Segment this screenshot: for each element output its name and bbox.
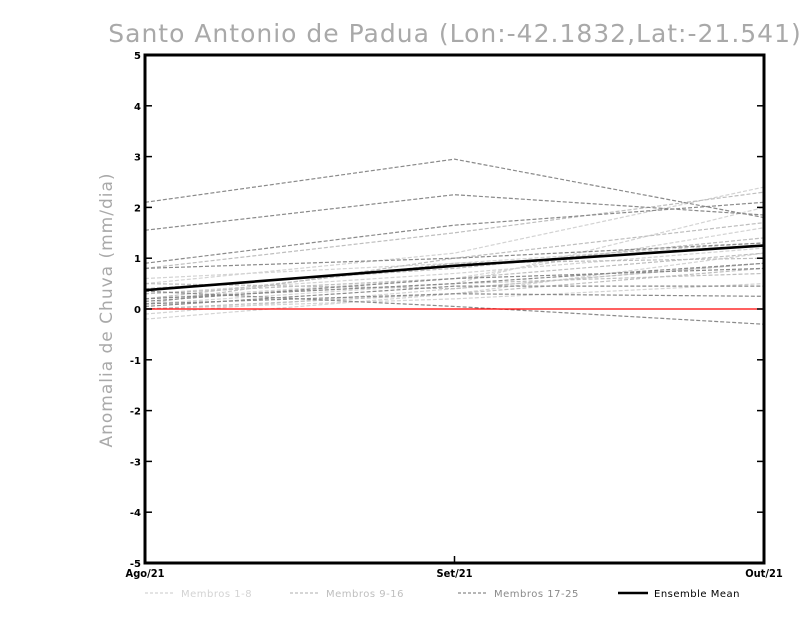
y-tick-label: -4 xyxy=(130,508,141,519)
series-line-member-20 xyxy=(144,242,765,269)
y-tick-label: 4 xyxy=(134,102,141,113)
y-tick-label: 1 xyxy=(134,254,141,265)
ensemble-mean-layer xyxy=(144,244,765,292)
series-line-member-1 xyxy=(144,252,765,320)
series-line-ensemble-mean xyxy=(144,244,765,292)
legend-entry-label: Membros 1-8 xyxy=(181,589,252,600)
series-line-member-18 xyxy=(144,194,765,231)
series-line-member-25 xyxy=(144,285,764,308)
legend-entry-label: Membros 9-16 xyxy=(326,589,404,600)
chart-title: Santo Antonio de Padua (Lon:-42.1832,Lat… xyxy=(108,19,800,48)
series-line-member-5 xyxy=(144,242,765,280)
y-tick-label: 0 xyxy=(134,305,141,316)
series-line-member-16 xyxy=(144,257,765,300)
series-line-member-9 xyxy=(144,191,765,269)
series-line-member-8 xyxy=(144,206,765,305)
y-tick-label: -2 xyxy=(130,407,141,418)
series-line-member-17 xyxy=(144,158,765,219)
series-line-member-19 xyxy=(144,201,765,264)
x-tick-label: Ago/21 xyxy=(126,567,165,580)
y-axis-label: Anomalia de Chuva (mm/dia) xyxy=(97,172,117,447)
series-layer xyxy=(144,158,765,325)
x-tick-label: Out/21 xyxy=(745,567,783,580)
y-axis-ticks: -5 -4 -3 -2 -1 0 1 2 3 4 5 xyxy=(130,51,764,570)
y-tick-label: -3 xyxy=(130,457,141,468)
y-tick-label: -5 xyxy=(130,559,141,570)
y-tick-label: 3 xyxy=(134,153,141,164)
series-line-member-24 xyxy=(144,267,765,302)
y-tick-label: -1 xyxy=(130,356,141,367)
legend: Membros 1-8 Membros 9-16 Membros 17-25 Ense… xyxy=(145,589,740,600)
y-tick-label: 5 xyxy=(134,51,141,62)
y-tick-label: 2 xyxy=(134,203,141,214)
series-line-member-23 xyxy=(144,290,765,325)
series-line-member-22 xyxy=(144,293,765,305)
x-axis-ticks: Ago/21 Set/21 Out/21 xyxy=(126,556,783,580)
x-tick-label: Set/21 xyxy=(437,567,473,580)
legend-entry-label: Membros 17-25 xyxy=(494,589,579,600)
series-line-member-3 xyxy=(144,227,765,300)
legend-entry-label: Ensemble Mean xyxy=(654,589,740,600)
